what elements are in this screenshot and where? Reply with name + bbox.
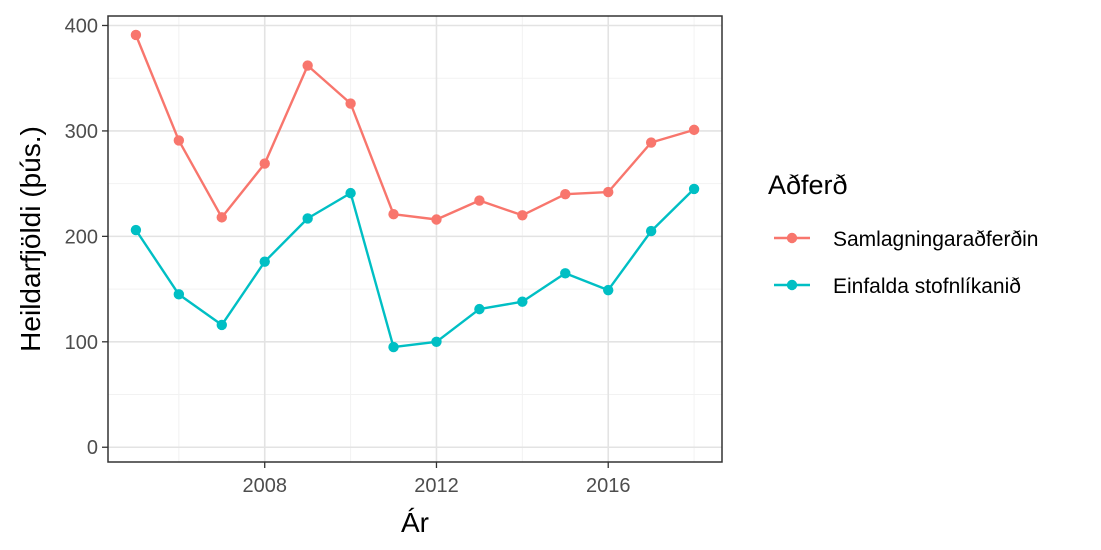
legend: Aðferð Samlagningaraðferðin Einfalda stof… <box>768 170 1038 298</box>
data-point <box>688 183 700 195</box>
legend-item: Samlagningaraðferðin <box>774 228 1038 251</box>
y-tick-label: 400 <box>65 15 98 37</box>
data-point <box>645 137 657 148</box>
legend-label: Einfalda stofnlíkanið <box>833 275 1021 298</box>
data-point <box>302 213 313 224</box>
plot-background <box>108 16 722 462</box>
data-point <box>688 124 700 136</box>
data-point <box>173 135 185 146</box>
legend-key-point <box>786 232 798 244</box>
data-point <box>216 212 227 223</box>
data-point <box>474 303 485 315</box>
x-axis-title: Ár <box>401 507 429 538</box>
series-line-0 <box>134 34 695 221</box>
data-point <box>560 268 571 279</box>
legend-label: Samlagningaraðferðin <box>833 228 1038 251</box>
data-point <box>130 224 142 236</box>
legend-title: Aðferð <box>768 170 848 200</box>
y-tick-label: 200 <box>65 226 98 248</box>
data-point <box>388 341 399 353</box>
data-point <box>431 336 442 348</box>
grid-minor <box>108 16 722 462</box>
legend-key-point <box>786 279 798 291</box>
series-layer <box>130 29 700 353</box>
series-line-1 <box>134 188 695 349</box>
data-point <box>603 284 614 296</box>
data-point <box>259 158 270 169</box>
y-axis: 0 100 200 300 400 <box>65 15 108 459</box>
x-axis: 2008 2012 2016 <box>242 462 630 497</box>
data-point <box>474 195 485 206</box>
data-point <box>345 98 356 109</box>
x-tick-label: 2012 <box>414 475 459 497</box>
data-point <box>517 296 528 307</box>
y-tick-label: 100 <box>65 332 98 354</box>
data-point <box>431 214 442 225</box>
plot-panel-border <box>107 15 723 463</box>
data-point <box>302 60 313 71</box>
data-point <box>259 256 270 267</box>
x-tick-label: 2008 <box>242 475 287 497</box>
y-axis-title: Heildarfjöldi (þús.) <box>15 126 46 352</box>
data-point <box>216 319 227 331</box>
data-point <box>173 289 185 300</box>
data-point <box>388 209 399 220</box>
legend-items: Samlagningaraðferðin Einfalda stofnlíkani… <box>774 228 1038 298</box>
grid-major <box>108 16 722 462</box>
data-point <box>645 225 657 237</box>
data-point <box>560 188 571 200</box>
y-tick-label: 0 <box>87 437 98 459</box>
data-point <box>130 29 142 41</box>
data-point <box>603 186 614 198</box>
data-point <box>345 187 356 199</box>
y-tick-label: 300 <box>65 121 98 143</box>
x-tick-label: 2016 <box>586 475 631 497</box>
data-point <box>517 210 528 221</box>
legend-item: Einfalda stofnlíkanið <box>774 275 1021 298</box>
